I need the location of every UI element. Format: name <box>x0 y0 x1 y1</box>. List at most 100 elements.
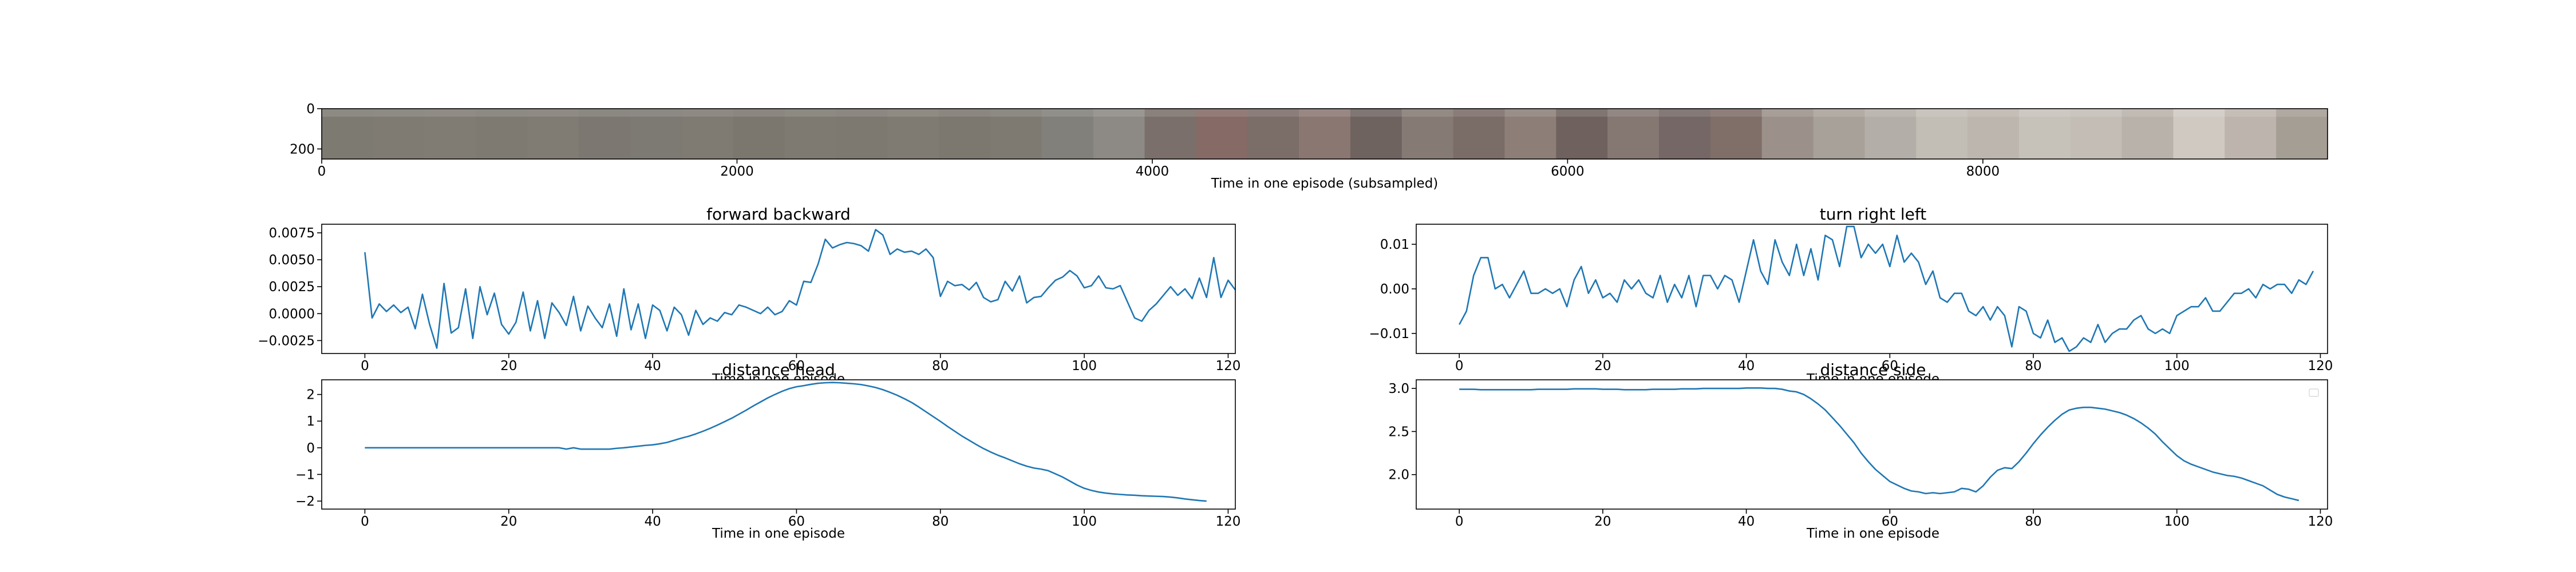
distance-side-x-tick-label: 60 <box>1882 514 1898 529</box>
image-strip-y-tick-label: 200 <box>290 142 315 157</box>
image-strip-frame-highlight <box>1401 109 1454 117</box>
distance-head-x-tick-label: 20 <box>500 514 517 529</box>
image-strip-frame-highlight <box>784 109 836 117</box>
forward-backward-y-tick-label: 0.0000 <box>269 307 315 321</box>
image-strip-frame-tile <box>476 109 528 159</box>
forward-backward-x-tick-label: 60 <box>788 359 805 374</box>
turn-right-left-y-tick-label: 0.00 <box>1380 282 1409 297</box>
panel-distance-head: 0 20 40 60 80 100 120 −2 −1 0 1 2 distance head Tim… <box>295 360 1240 541</box>
image-strip-frame-highlight <box>1453 109 1505 117</box>
image-strip-frame-tile <box>630 109 682 159</box>
distance-head-x-tick-label: 100 <box>1072 514 1097 529</box>
distance-head-x-tick-label: 60 <box>788 514 805 529</box>
image-strip-xlabel: Time in one episode (subsampled) <box>1211 176 1439 191</box>
forward-backward-y-tick-label: 0.0050 <box>269 253 315 268</box>
forward-backward-x-tick-label: 120 <box>1215 359 1240 374</box>
distance-head-title: distance head <box>722 360 835 379</box>
image-strip-frame-highlight <box>2018 109 2071 117</box>
image-strip-frame-highlight <box>424 109 477 117</box>
image-strip-frame-highlight <box>939 109 991 117</box>
image-strip-frame-tile <box>1607 109 1660 159</box>
image-strip-frame-tile <box>1916 109 1968 159</box>
image-strip-frame-tile <box>1453 109 1505 159</box>
distance-side-legend-box <box>2309 388 2319 397</box>
distance-side-plot-area <box>1416 380 2328 509</box>
turn-right-left-y-tick-label: −0.01 <box>1369 327 1409 341</box>
image-strip-frame-tile <box>1196 109 1248 159</box>
image-strip-frame-highlight <box>887 109 939 117</box>
distance-side-series-line <box>1459 387 2300 502</box>
image-strip-frame-tile <box>2173 109 2225 159</box>
image-strip-frame-tile <box>887 109 939 159</box>
distance-side-axes: 0 20 40 60 80 100 120 2.0 2.5 3.0 <box>1388 379 2333 529</box>
image-strip-frame-highlight <box>2173 109 2225 117</box>
turn-right-left-axes: 0 20 40 60 80 100 120 −0.01 0.00 0.01 <box>1369 224 2333 374</box>
distance-head-y-tick-label: −1 <box>295 467 315 482</box>
image-strip-frame-highlight <box>1093 109 1145 117</box>
image-strip-frame-highlight <box>836 109 888 117</box>
turn-right-left-title: turn right left <box>1820 205 1926 224</box>
forward-backward-series-line <box>364 229 1236 349</box>
image-strip-x-tick-label: 2000 <box>720 164 754 179</box>
forward-backward-plot-area <box>322 224 1235 353</box>
image-strip-frame-tile <box>1967 109 2020 159</box>
image-strip-frame-highlight <box>579 109 631 117</box>
image-strip-frame-highlight <box>2070 109 2123 117</box>
distance-head-xlabel: Time in one episode <box>712 526 845 541</box>
image-strip-frames <box>322 109 2328 159</box>
image-strip-frame-highlight <box>1710 109 1763 117</box>
forward-backward-x-tick-label: 40 <box>644 359 661 374</box>
image-strip-frame-tile <box>681 109 734 159</box>
image-strip-frame-highlight <box>1144 109 1196 117</box>
image-strip-frame-tile <box>1761 109 1814 159</box>
distance-head-plot-area <box>322 380 1235 509</box>
distance-side-x-tick-label: 40 <box>1738 514 1755 529</box>
forward-backward-axes-frame <box>321 224 1236 354</box>
image-strip-frame-highlight <box>990 109 1042 117</box>
image-strip-x-tick-label: 4000 <box>1136 164 1170 179</box>
image-strip-frame-tile <box>1299 109 1351 159</box>
distance-head-x-tick-label: 120 <box>1215 514 1240 529</box>
image-strip-frame-tile <box>424 109 477 159</box>
image-strip-frame-tile <box>527 109 579 159</box>
turn-right-left-series-line <box>1459 225 2314 352</box>
image-strip-frame-highlight <box>1916 109 1968 117</box>
image-strip-frame-tile <box>1556 109 1608 159</box>
image-strip-frame-tile <box>1144 109 1196 159</box>
image-strip-frame-highlight <box>476 109 528 117</box>
image-strip-frame-tile <box>2121 109 2174 159</box>
image-strip-frame-highlight <box>1041 109 1094 117</box>
image-strip-frame-highlight <box>322 109 374 117</box>
image-strip-frame-tile <box>1041 109 1094 159</box>
image-strip-x-tick-label: 0 <box>318 164 326 179</box>
distance-side-x-tick-label: 120 <box>2308 514 2333 529</box>
distance-side-axes-frame <box>1416 379 2328 510</box>
image-strip-frame-tile <box>1659 109 1711 159</box>
image-strip-frame-highlight <box>630 109 682 117</box>
panel-forward-backward: forward backward 0 20 40 60 80 100 120−0.00250… <box>258 205 1240 387</box>
image-strip-frame-highlight <box>1607 109 1660 117</box>
distance-head-y-tick-label: −2 <box>295 494 315 509</box>
image-strip-frame-highlight <box>527 109 579 117</box>
turn-right-left-x-tick-label: 120 <box>2308 359 2333 374</box>
image-strip-frame-tile <box>836 109 888 159</box>
distance-head-x-tick-label: 0 <box>361 514 369 529</box>
turn-right-left-x-tick-label: 0 <box>1455 359 1464 374</box>
image-strip-frame-tile <box>1710 109 1763 159</box>
distance-side-x-tick-label: 100 <box>2164 514 2190 529</box>
image-strip-frame-highlight <box>1967 109 2020 117</box>
distance-side-x-tick-label: 20 <box>1594 514 1611 529</box>
image-strip-x-tick-label: 6000 <box>1551 164 1585 179</box>
image-strip-frame-tile <box>1504 109 1556 159</box>
turn-right-left-x-tick-label: 60 <box>1882 359 1898 374</box>
distance-head-axes: 0 20 40 60 80 100 120 −2 −1 0 1 2 <box>295 379 1240 529</box>
distance-side-y-tick-label: 2.5 <box>1388 424 1409 439</box>
image-strip-frame-tile <box>322 109 374 159</box>
distance-side-title: distance side <box>1820 360 1926 379</box>
image-strip-frame-tile <box>579 109 631 159</box>
image-strip-frame-highlight <box>2225 109 2277 117</box>
image-strip-frame-highlight <box>1350 109 1402 117</box>
